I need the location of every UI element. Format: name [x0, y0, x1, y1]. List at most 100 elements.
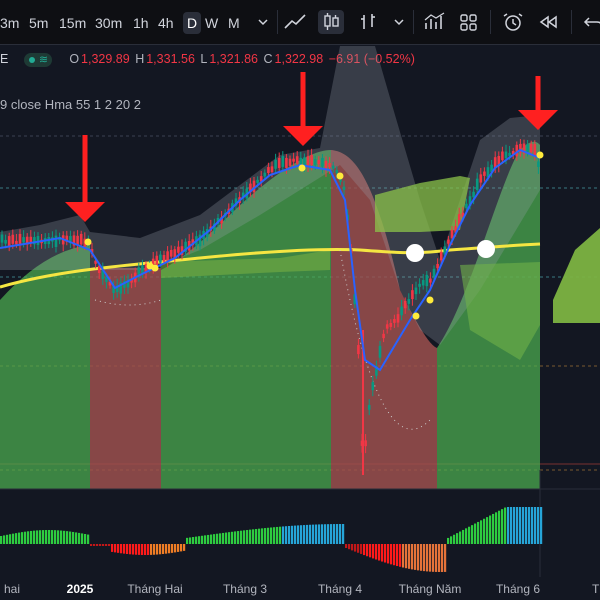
histogram-bar [501, 509, 504, 544]
annotation-arrow-head [65, 202, 105, 222]
timeframe-4h[interactable]: 4h [158, 15, 174, 31]
time-axis-label: 2025 [66, 582, 94, 596]
rewind-icon[interactable] [535, 10, 561, 34]
candle-body [501, 151, 504, 161]
histogram-bar [447, 537, 450, 544]
histogram-bar [291, 525, 294, 544]
candle-body [25, 236, 29, 245]
candle-body [353, 294, 357, 305]
candle-body [285, 157, 288, 168]
timeframe-15m[interactable]: 15m [59, 15, 87, 31]
candle-body [436, 263, 439, 269]
layout-grid-icon[interactable] [456, 10, 482, 34]
candle-body [367, 404, 371, 410]
time-axis[interactable]: i hai 2025 Tháng Hai Tháng 3 Tháng 4 Tháng Nă… [0, 578, 600, 600]
live-indicator-icon: ≋ [23, 52, 52, 67]
timeframe-3m[interactable]: 3m [0, 15, 20, 31]
candle-body [180, 246, 184, 255]
candle-body [418, 283, 421, 287]
histogram-bar [492, 513, 495, 544]
annotation-arrow-head [518, 110, 558, 130]
histogram-bar [159, 544, 162, 555]
chevron-down-icon[interactable] [386, 10, 412, 34]
histogram-bar [249, 529, 252, 544]
replay-alert-icon[interactable] [500, 10, 526, 34]
dotted-projection-2 [339, 249, 431, 430]
candle-body [522, 143, 526, 154]
candle-body [364, 440, 367, 447]
candle-body [241, 192, 245, 198]
histogram-bar [498, 510, 501, 544]
candle-body [101, 269, 105, 279]
candle-body [105, 276, 108, 283]
candle-body [479, 174, 483, 183]
histogram-group [0, 507, 543, 572]
candle-body [432, 268, 436, 277]
time-axis-label: Tháng Năm [398, 582, 462, 596]
timeframe-W[interactable]: W [205, 15, 219, 31]
candle-body [263, 172, 267, 177]
histogram-bar [138, 544, 141, 555]
candle-body [439, 251, 443, 261]
timeframe-D[interactable]: D [183, 12, 202, 34]
timeframe-1h[interactable]: 1h [133, 15, 149, 31]
histogram-bar [462, 529, 465, 544]
timeframe-5m[interactable]: 5m [29, 15, 49, 31]
candle-body [162, 255, 166, 262]
histogram-bar [267, 527, 270, 544]
indicator-legend[interactable]: 9 close Hma 55 1 2 20 2 [0, 97, 141, 112]
toolbar-separator [413, 10, 414, 34]
candle-body [119, 282, 123, 294]
cloud-area-3 [553, 228, 600, 323]
histogram-bar [246, 529, 249, 544]
histogram-bar [24, 531, 27, 544]
timeframe-M[interactable]: M [228, 15, 240, 31]
candle-body [508, 152, 511, 157]
candlestick-icon[interactable] [318, 10, 344, 34]
histogram-bar [537, 507, 540, 544]
histogram-bar [147, 544, 150, 555]
histogram-bar [216, 533, 219, 544]
candle-body [324, 160, 328, 171]
bear-zone-2 [331, 150, 437, 489]
histogram-bar [72, 531, 75, 544]
histogram-bar [168, 544, 171, 554]
histogram-bar [519, 507, 522, 544]
candle-body [173, 249, 177, 259]
candle-body [537, 161, 540, 167]
time-axis-label: T [592, 582, 600, 596]
timeframe-30m[interactable]: 30m [95, 15, 123, 31]
histogram-bar [117, 544, 120, 553]
open-value: 1,329.89 [81, 52, 130, 66]
candle-body [288, 158, 292, 166]
histogram-bar [69, 531, 72, 544]
candle-body [281, 156, 285, 167]
histogram-bar [111, 544, 114, 552]
histogram-bar [255, 528, 258, 544]
symbol-fragment[interactable]: E [0, 52, 9, 66]
histogram-bar [525, 507, 528, 544]
close-label: C [263, 52, 273, 66]
histogram-bar [180, 544, 183, 552]
candle-body [33, 237, 36, 245]
candle-body [450, 229, 454, 239]
histogram-bar [459, 531, 462, 544]
price-chart[interactable] [0, 44, 600, 578]
bull-zone-2 [161, 150, 331, 489]
ohlc-legend: E ≋ O 1,329.89 H 1,331.56 L 1,321.86 C 1,322… [0, 52, 417, 70]
chevron-down-icon[interactable] [250, 10, 276, 34]
candle-body [421, 280, 425, 286]
undo-icon[interactable] [580, 10, 600, 34]
annotation-arrow [283, 72, 323, 146]
line-chart-icon[interactable] [282, 10, 308, 34]
histogram-bar [201, 535, 204, 544]
histogram-bar [441, 544, 444, 572]
histogram-bar [474, 523, 477, 544]
bar-chart-icon[interactable] [356, 10, 382, 34]
time-axis-label: Tháng 4 [317, 582, 363, 596]
histogram-bar [300, 525, 303, 544]
candle-body [123, 281, 126, 288]
histogram-bar [144, 544, 147, 555]
indicators-icon[interactable] [422, 10, 448, 34]
candle-body [220, 217, 223, 224]
